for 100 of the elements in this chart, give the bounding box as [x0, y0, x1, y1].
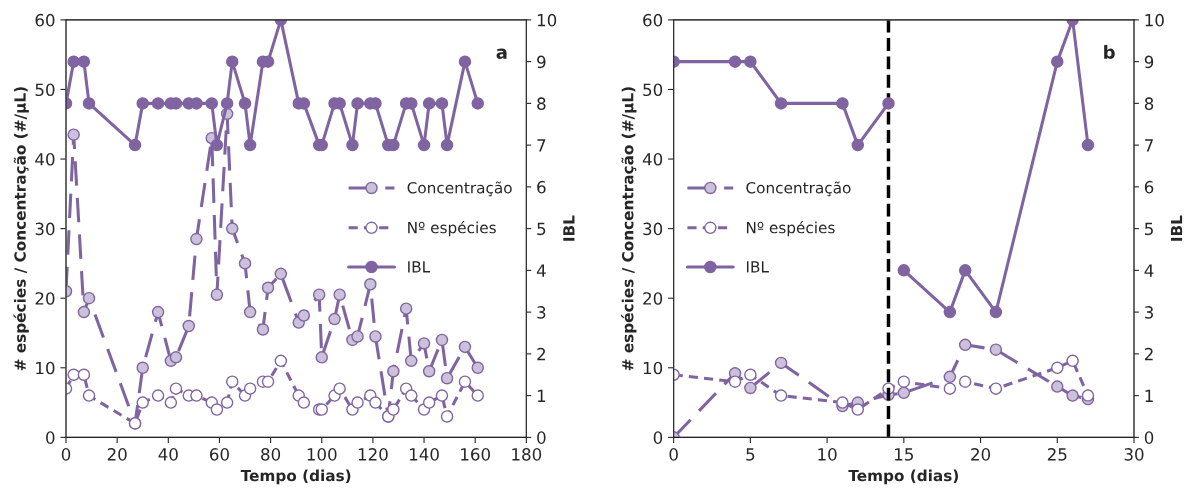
point [435, 333, 449, 347]
x-tick-label: 25 [1047, 448, 1067, 461]
point [205, 97, 219, 110]
point [67, 128, 80, 141]
x-tick-label: 20 [971, 448, 991, 461]
x-tick-label: 180 [512, 448, 542, 461]
point [882, 97, 895, 110]
point [274, 267, 288, 281]
point [897, 386, 911, 400]
point [958, 338, 972, 352]
y2-tick-label: 2 [537, 347, 545, 361]
point [151, 305, 165, 319]
point [315, 351, 328, 364]
point [851, 403, 865, 416]
x-tick-label: 30 [1124, 448, 1144, 461]
point [220, 396, 234, 409]
point [261, 281, 275, 295]
y-tick-label: 10 [36, 361, 55, 375]
legend-label: IBL [746, 261, 769, 273]
x-tick-label: 10 [818, 448, 837, 461]
legend-label: Nº espécies [746, 220, 835, 237]
y-tick-label: 20 [643, 292, 663, 305]
point [399, 302, 413, 315]
point [77, 55, 91, 68]
point [458, 340, 472, 354]
y2-tick-label: 6 [537, 180, 546, 194]
point [851, 138, 865, 152]
y2-tick-label: 8 [1144, 97, 1154, 110]
point [405, 389, 418, 402]
point [238, 97, 252, 110]
x-tick-label: 160 [461, 448, 490, 461]
y-axis-title: # espécies / Concentração (#/µL) [621, 87, 637, 371]
y-tick-label: 40 [642, 153, 663, 166]
point [897, 375, 911, 388]
point [190, 232, 203, 246]
x-tick-label: 60 [210, 448, 229, 461]
legend-label: Concentração [407, 181, 512, 197]
y2-tick-label: 1 [537, 389, 546, 402]
point [136, 396, 149, 409]
point [333, 382, 346, 395]
annotation: a [496, 48, 507, 59]
y2-tick-label: 10 [537, 13, 557, 27]
point [297, 309, 311, 322]
point [328, 312, 341, 326]
point [77, 368, 91, 381]
point [82, 389, 96, 402]
y-tick-label: 50 [35, 83, 55, 97]
point [435, 389, 449, 402]
point [1081, 138, 1095, 152]
point [82, 97, 96, 110]
point [333, 288, 346, 301]
point [369, 396, 382, 409]
annotation: b [1104, 44, 1115, 59]
point [728, 55, 742, 68]
point [1051, 361, 1064, 375]
point [744, 368, 757, 381]
point [458, 55, 472, 68]
point [151, 97, 165, 110]
y-tick-label: 10 [643, 361, 663, 375]
point [774, 97, 788, 110]
y2-tick-label: 1 [1145, 389, 1153, 402]
point [989, 382, 1003, 395]
point [164, 396, 178, 409]
point [744, 55, 757, 68]
point [169, 351, 183, 364]
point [958, 375, 972, 388]
point [728, 375, 742, 388]
y2-tick-label: 3 [1144, 306, 1153, 319]
point [151, 389, 165, 402]
point [440, 371, 454, 385]
x-tick-label: 140 [409, 448, 439, 461]
point [243, 305, 257, 319]
x-tick-label: 100 [307, 448, 337, 461]
point [387, 403, 400, 416]
x-tick-label: 0 [61, 448, 71, 461]
point [387, 365, 400, 378]
point [989, 305, 1003, 319]
point [225, 222, 239, 235]
point [943, 370, 957, 384]
point [422, 396, 436, 409]
point [417, 138, 431, 152]
y2-axis-title: IBL [1170, 215, 1183, 241]
point [351, 330, 364, 343]
point [943, 382, 957, 395]
y-tick-label: 50 [643, 83, 663, 97]
point [471, 389, 485, 402]
y2-tick-label: 9 [1144, 55, 1154, 69]
point [364, 278, 377, 291]
point [836, 396, 849, 409]
point [422, 97, 436, 110]
point [82, 291, 96, 305]
y2-tick-label: 2 [1144, 347, 1153, 361]
y2-tick-label: 7 [537, 139, 546, 152]
point [458, 375, 472, 388]
point [405, 354, 418, 368]
point [67, 55, 80, 68]
y-tick-label: 60 [643, 13, 663, 27]
point [351, 396, 364, 409]
point [136, 97, 149, 110]
point [958, 264, 972, 277]
